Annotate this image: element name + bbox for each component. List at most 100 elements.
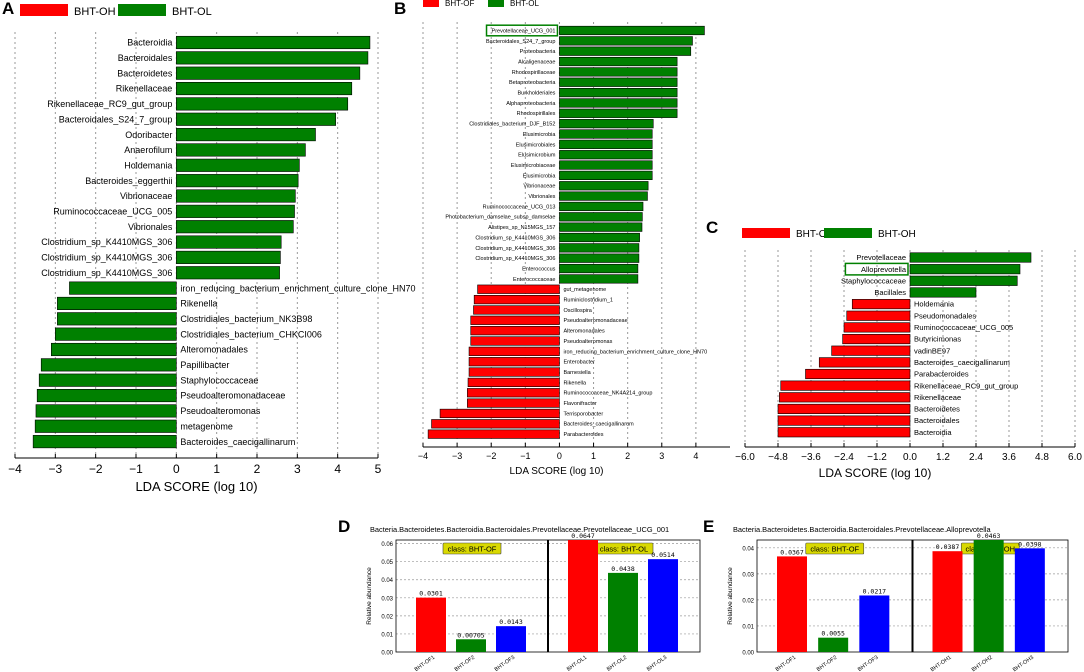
x-tick-label: −4.8 xyxy=(768,452,788,463)
bar-metagenome xyxy=(34,419,177,433)
bar-anaerofilum xyxy=(176,143,306,157)
bar-burkholderiales xyxy=(559,88,678,98)
x-tick-label: −2.4 xyxy=(834,452,854,463)
bar-label: Ruminococcaceae_UCG_013 xyxy=(483,204,556,210)
legend-label: BHT-OH xyxy=(74,6,116,18)
bar-label: Rhodospirillales xyxy=(517,111,556,117)
bar-elusimicrobiaceae xyxy=(559,160,653,170)
bar-label: Pseudoalteromonadaceae xyxy=(180,391,285,401)
abundance-bar xyxy=(568,540,598,652)
abundance-bar xyxy=(818,637,849,652)
bar-value-label: 0.0463 xyxy=(977,532,1001,540)
y-axis-title: Relative abundance xyxy=(727,567,734,625)
chart-title: Bacteria.Bacteroidetes.Bacteroidia.Bacte… xyxy=(370,525,669,534)
bar-staphylococcaceae xyxy=(38,373,177,387)
x-tick-label: 0 xyxy=(173,462,180,476)
bar-value-label: 0.0055 xyxy=(821,630,845,638)
x-tick-label: 3 xyxy=(659,451,664,461)
bar-elusimicrobiales xyxy=(559,139,653,149)
bar-parabacteroides xyxy=(427,429,560,439)
highlight-box xyxy=(844,262,909,276)
bar-vibrionales xyxy=(559,191,648,201)
bar-alphaproteobacteria xyxy=(559,98,678,108)
bar-label: Vibrionaceae xyxy=(523,184,555,190)
bar-label: Ruminococcaceae_NK4A214_group xyxy=(563,391,652,397)
bar-terrisporobacter xyxy=(439,408,560,419)
bar-label: Staphylococcaceae xyxy=(841,276,906,285)
bar-vadinbe97 xyxy=(831,345,911,356)
bar-bacteroides_caecigallinarum xyxy=(818,357,911,368)
bar-label: Alteromonadales xyxy=(563,329,605,335)
lda-chart-c: BHT-OF BHT-OH −6.0 −4.8 −3.6 −2.4 −1.2 0.0 1.2 2.… xyxy=(735,228,1082,480)
bar-label: Enterobacter xyxy=(563,360,595,366)
bar-label: Odoribacter xyxy=(125,130,172,140)
x-tick-label: 0.0 xyxy=(903,452,917,463)
x-tick-label: BHT-OF1 xyxy=(775,655,797,672)
bar-label: Elusimicrobiaceae xyxy=(511,163,556,169)
y-axis-title: Relative abundance xyxy=(366,567,373,625)
bar-elusimicrobium xyxy=(559,150,653,160)
x-tick-label: −1 xyxy=(129,462,143,476)
bar-label: Rikenella xyxy=(180,299,217,309)
x-tick-label: −6.0 xyxy=(735,452,755,463)
bar-rikenellaceae_rc9_gut_group xyxy=(176,97,349,111)
class-badge xyxy=(805,542,865,555)
bar-prevotellaceae_ucg_001 xyxy=(559,25,705,36)
bar-pseudoalteromonadaceae xyxy=(470,315,560,325)
y-tick-label: 0.05 xyxy=(381,560,393,566)
bar-alistipes_sp_n15mgs_157 xyxy=(559,222,643,232)
y-tick-label: 0.00 xyxy=(381,651,393,657)
x-tick-label: BHT-OL1 xyxy=(566,655,588,672)
panel-a-letter: A xyxy=(2,0,14,18)
lda-chart-b: BHT-OF BHT-OL −4 −3 −2 −1 0 1 2 3 4 LDA SCORE (log … xyxy=(418,0,730,477)
bar-vibrionaceae xyxy=(176,189,296,203)
x-tick-label: −1.2 xyxy=(867,452,887,463)
bar-label: Bacteroides_caecigallinarum xyxy=(914,358,1010,367)
legend-swatch xyxy=(118,4,166,16)
bar-ruminococcaceae_nk4a214_group xyxy=(467,388,560,398)
bar-label: iron_reducing_bacterium_enrichment_cultu… xyxy=(563,349,707,355)
x-tick-label: −4 xyxy=(418,451,428,461)
x-tick-label: 6.0 xyxy=(1068,452,1082,463)
bar-label: Terrisporobacter xyxy=(563,411,603,417)
class-badge xyxy=(442,542,502,555)
x-tick-label: 2 xyxy=(254,462,261,476)
bar-label: Clostridium_sp_K4410MGS_306 xyxy=(475,246,555,252)
bar-rikenellaceae_rc9_gut_group xyxy=(780,380,911,391)
abundance-bar xyxy=(456,639,486,652)
bar-label: Enterococcaceae xyxy=(513,277,556,283)
bar-label: Prevotellaceae xyxy=(856,253,906,262)
abundance-bar xyxy=(608,572,638,652)
bar-label: Rikenellaceae xyxy=(914,393,961,402)
bar-label: vadinBE97 xyxy=(914,346,950,355)
x-tick-label: 4 xyxy=(693,451,698,461)
panel-c-letter: C xyxy=(706,218,718,237)
legend-label: BHT-OL xyxy=(172,6,212,18)
bar-ruminococcaceae_ucg_005 xyxy=(176,204,295,218)
x-tick-label: 2 xyxy=(625,451,630,461)
legend-swatch xyxy=(423,0,439,7)
bar-bacteroidales xyxy=(176,51,369,65)
bar-label: Rikenellaceae_RC9_gut_group xyxy=(47,99,172,109)
bar-label: Prevotellaceae_UCG_001 xyxy=(492,28,556,34)
bar-label: Elusimicrobia xyxy=(523,132,557,138)
abundance-chart-e: Bacteria.Bacteroidetes.Bacteroidia.Bacte… xyxy=(727,525,1069,672)
bar-flavonifractor xyxy=(467,398,560,408)
bar-label: Bacillales xyxy=(874,288,906,297)
y-tick-label: 0.03 xyxy=(742,572,754,578)
bar-prevotellaceae xyxy=(909,252,1032,263)
y-tick-label: 0.04 xyxy=(742,546,754,552)
bar-gut_metagenome xyxy=(477,284,560,294)
bar-label: Proteobacteria xyxy=(520,49,557,55)
bar-label: Barnesiella xyxy=(563,370,591,376)
bar-value-label: 0.0398 xyxy=(1018,540,1042,548)
bar-label: Parabacteroides xyxy=(914,370,969,379)
bar-label: Bacteroidales xyxy=(118,53,173,63)
abundance-bar xyxy=(777,556,807,652)
bar-value-label: 0.0217 xyxy=(863,587,887,595)
bar-label: Vibrionaceae xyxy=(120,191,172,201)
bar-proteobacteria xyxy=(559,46,692,56)
x-tick-label: BHT-OF3 xyxy=(494,655,516,672)
bar-value-label: 0.0143 xyxy=(499,618,523,626)
